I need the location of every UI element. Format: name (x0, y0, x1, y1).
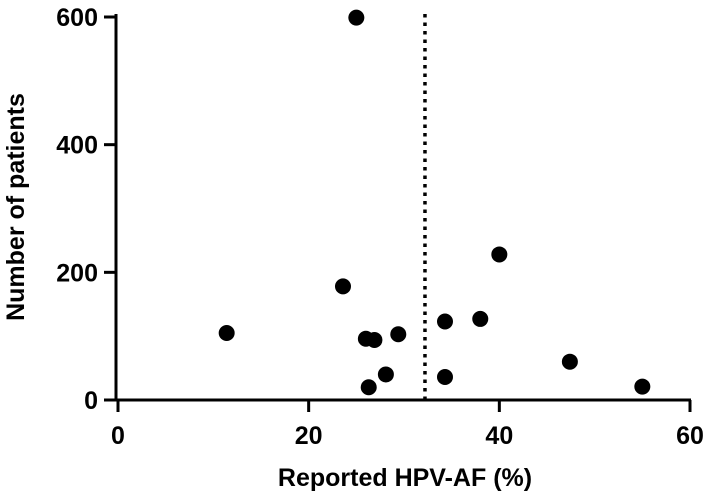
data-point (348, 9, 365, 26)
y-tick-label: 400 (56, 132, 98, 160)
y-tick-label: 600 (56, 4, 98, 32)
data-point (390, 326, 407, 343)
y-axis-title: Number of patients (2, 93, 30, 321)
x-tick-label: 20 (295, 422, 323, 450)
data-point (436, 313, 453, 330)
data-points (218, 9, 651, 396)
axes (114, 14, 691, 402)
data-point (366, 331, 383, 348)
data-point (334, 278, 351, 295)
data-point (634, 378, 651, 395)
data-point (360, 379, 377, 396)
y-tick-label: 0 (84, 387, 98, 415)
data-point (377, 366, 394, 383)
data-point (436, 369, 453, 386)
data-point (561, 353, 578, 370)
data-point (491, 246, 508, 263)
x-axis-title: Reported HPV-AF (%) (278, 464, 532, 492)
x-tick-label: 40 (485, 422, 513, 450)
data-point (218, 324, 235, 341)
x-tick-label: 0 (111, 422, 125, 450)
x-tick-label: 60 (676, 422, 704, 450)
y-tick-label: 200 (56, 259, 98, 287)
data-point (472, 310, 489, 327)
